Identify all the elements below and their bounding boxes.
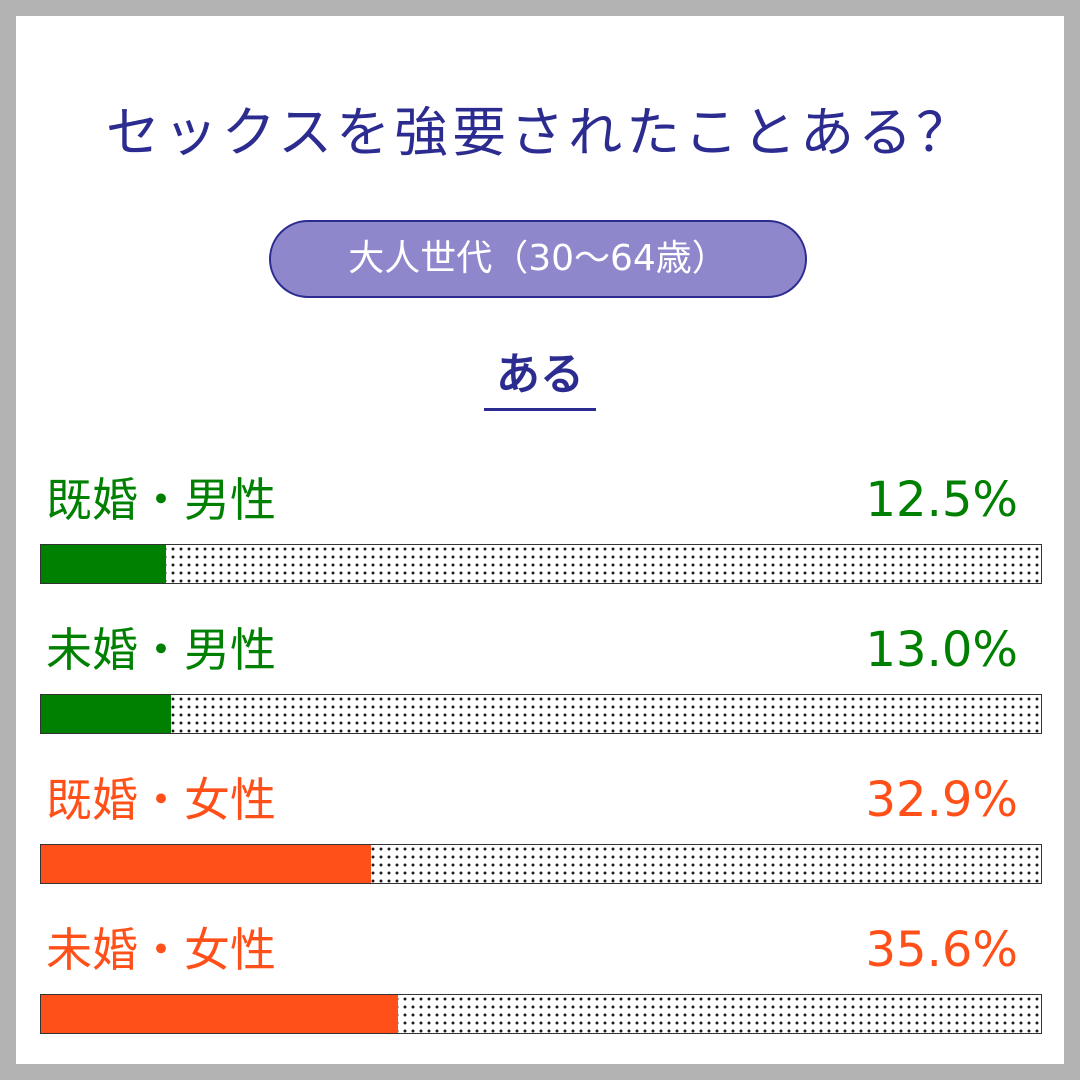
bar-label: 未婚・男性 xyxy=(46,623,276,677)
answer-heading: ある xyxy=(484,346,596,411)
bar xyxy=(41,995,398,1033)
bar-track xyxy=(40,844,1042,884)
chart-title: セックスを強要されたことある？ xyxy=(105,101,975,164)
bar-label: 未婚・女性 xyxy=(46,923,276,977)
bar xyxy=(41,845,371,883)
bar-track xyxy=(40,994,1042,1034)
bar xyxy=(41,695,172,733)
age-group-badge: 大人世代（30〜64歳） xyxy=(269,220,807,298)
bar-value-label: 13.0% xyxy=(865,622,1018,678)
bar-track xyxy=(40,694,1042,734)
bar-label: 既婚・男性 xyxy=(46,473,276,527)
bar-value-label: 35.6% xyxy=(865,922,1018,978)
bar-track xyxy=(40,544,1042,584)
bar-label: 既婚・女性 xyxy=(46,773,276,827)
chart-card: セックスを強要されたことある？ 大人世代（30〜64歳） ある 既婚・男性 12.… xyxy=(16,16,1064,1064)
bar-value-label: 32.9% xyxy=(865,772,1018,828)
bar xyxy=(41,545,167,583)
bar-value-label: 12.5% xyxy=(865,472,1018,528)
